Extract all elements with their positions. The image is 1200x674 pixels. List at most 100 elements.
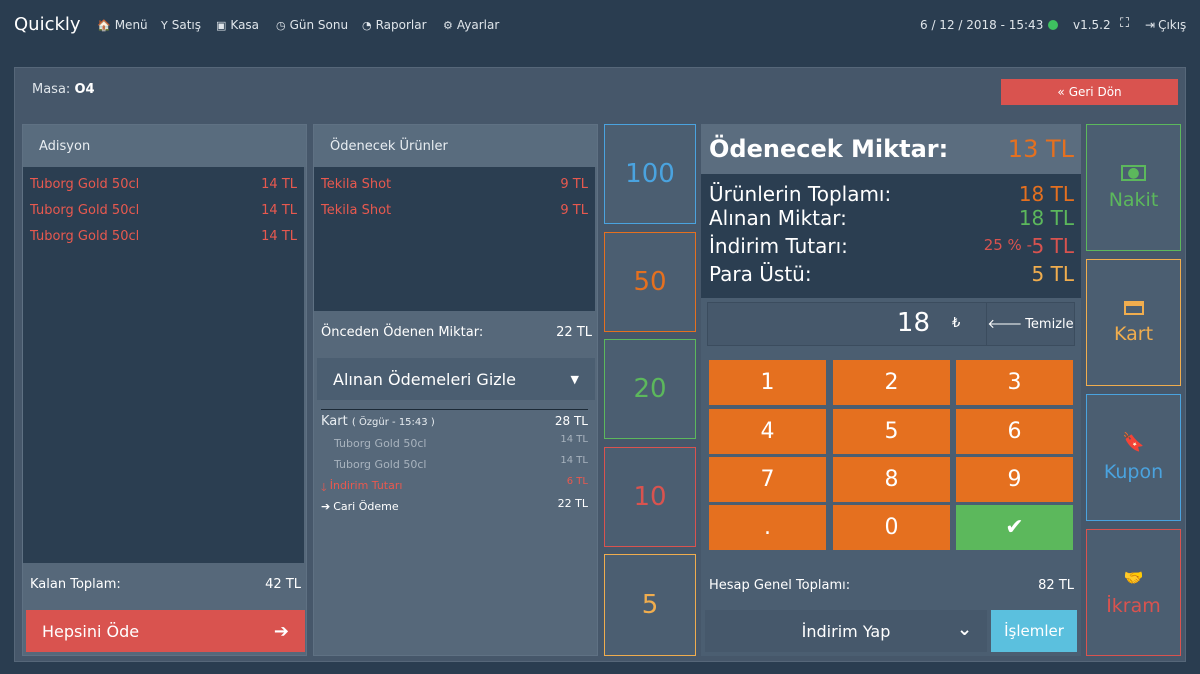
change-value: 5 TL [1031,262,1074,286]
payment-account-value: 22 TL [557,497,588,510]
lira-icon: ₺ [952,316,961,331]
fullscreen-icon[interactable]: ⛶ [1120,16,1130,31]
key-4[interactable]: 4 [709,409,826,454]
nav-sales-label: Satış [171,18,201,32]
change-label: Para Üstü: [709,262,812,286]
payments-toggle[interactable]: Alınan Ödemeleri Gizle ▼ [317,358,595,400]
nav-cash[interactable]: ▣ Kasa [216,18,259,32]
payment-method: Kart ( Özgür - 15:43 ) [321,414,435,429]
chevron-down-icon: ⌄ [957,619,973,640]
to-pay-item[interactable]: Tekila Shot [321,177,392,192]
received-label: Alınan Miktar: [709,206,847,230]
to-pay-item[interactable]: Tekila Shot [321,203,392,218]
connection-status-dot [1048,20,1058,30]
arrow-right-icon: ➔ [321,500,331,513]
payments-toggle-label: Alınan Ödemeleri Gizle [333,369,516,389]
pay-all-label: Hepsini Öde [42,621,140,641]
nav-settings-label: Ayarlar [456,18,500,32]
cash-label: Nakit [1108,188,1159,211]
bookmark-icon: 🔖 [1122,432,1145,453]
adisyon-item[interactable]: Tuborg Gold 50cl [30,229,140,244]
key-8[interactable]: 8 [833,457,950,502]
key-0[interactable]: 0 [833,505,950,550]
payment-line-price: 14 TL [560,434,588,445]
nav-end-of-day-label: Gün Sonu [289,18,349,32]
nav-menu-label: Menü [114,18,148,32]
coupon-payment-button[interactable]: 🔖 Kupon [1086,394,1181,521]
quick-amount-5[interactable]: 5 [604,554,696,656]
home-icon: 🏠 [97,18,111,32]
top-bar: Quickly 🏠 Menü Y Satış ▣ Kasa ◷ Gün Sonu ◔ Ra… [0,0,1200,52]
payment-method-name: Kart [321,414,348,429]
payments-divider [321,409,588,410]
nav-sales[interactable]: Y Satış [161,18,201,32]
clock-icon: ◷ [276,18,286,32]
payment-discount-label: İndirim Tutarı [329,479,403,492]
table-label: Masa: O4 [32,82,95,97]
card-payment-button[interactable]: Kart [1086,259,1181,386]
handshake-icon: 🤝 [1123,568,1144,587]
quick-amount-50[interactable]: 50 [604,232,696,332]
complimentary-payment-button[interactable]: 🤝 İkram [1086,529,1181,656]
products-total-value: 18 TL [1018,182,1074,206]
nav-menu[interactable]: 🏠 Menü [97,18,148,32]
quick-amount-10[interactable]: 10 [604,447,696,547]
nav-reports[interactable]: ◔ Raporlar [362,18,427,32]
cash-icon: ● [1121,164,1146,181]
quick-amount-100[interactable]: 100 [604,124,696,224]
discount-value: 5 TL [1031,234,1074,258]
key-3[interactable]: 3 [956,360,1073,405]
key-7[interactable]: 7 [709,457,826,502]
key-1[interactable]: 1 [709,360,826,405]
key-2[interactable]: 2 [833,360,950,405]
card-label: Kart [1113,322,1154,345]
key-confirm[interactable]: ✔ [956,505,1073,550]
adisyon-item-price: 14 TL [261,203,297,218]
cogs-icon: ⚙ [443,18,453,32]
amount-value: 13 TL [1007,135,1074,163]
back-button[interactable]: «Geri Dön [1001,79,1178,105]
adisyon-item[interactable]: Tuborg Gold 50cl [30,177,140,192]
nav-settings[interactable]: ⚙ Ayarlar [443,18,499,32]
pay-all-button[interactable]: Hepsini Öde ➔ [26,610,305,652]
discount-select[interactable]: İndirim Yap [705,610,987,652]
app-brand[interactable]: Quickly [14,14,81,35]
discount-select-label: İndirim Yap [801,621,891,641]
grand-total-label: Hesap Genel Toplamı: [709,578,851,593]
adisyon-item-price: 14 TL [261,229,297,244]
key-5[interactable]: 5 [833,409,950,454]
complimentary-label: İkram [1106,595,1161,617]
grand-total-value: 82 TL [1038,578,1074,593]
adisyon-item-price: 14 TL [261,177,297,192]
arrow-down-icon: 🡓 [321,481,327,494]
double-chevron-left-icon: « [1057,85,1065,99]
nav-reports-label: Raporlar [375,18,427,32]
to-pay-list [314,167,595,311]
operations-button[interactable]: İşlemler [991,610,1077,652]
to-pay-item-price: 9 TL [560,177,588,192]
key-decimal[interactable]: . [709,505,826,550]
nav-end-of-day[interactable]: ◷ Gün Sonu [276,18,348,32]
payment-line-item: Tuborg Gold 50cl [334,458,427,471]
clear-button[interactable]: 🡐 Temizle [986,303,1074,345]
cash-payment-button[interactable]: ● Nakit [1086,124,1181,251]
adisyon-title: Adisyon [23,125,306,167]
adisyon-list [23,167,304,563]
quick-amount-20[interactable]: 20 [604,339,696,439]
amount-header [701,124,1081,174]
prev-paid-value: 22 TL [556,325,592,340]
caret-down-icon: ▼ [570,372,579,386]
logout-label: Çıkış [1158,18,1187,32]
payment-account-label: Cari Ödeme [333,500,399,513]
summary-box [701,174,1081,298]
amount-entry[interactable] [707,302,1075,346]
amount-entry-value[interactable]: 18 [896,308,930,338]
adisyon-item[interactable]: Tuborg Gold 50cl [30,203,140,218]
payment-line-price: 14 TL [560,455,588,466]
key-9[interactable]: 9 [956,457,1073,502]
logout-button[interactable]: ⇥ Çıkış [1145,18,1186,32]
payment-discount-value: 6 TL [566,476,588,487]
datetime: 6 / 12 / 2018 - 15:43 [920,18,1044,32]
table-label-text: Masa: [32,82,71,97]
key-6[interactable]: 6 [956,409,1073,454]
